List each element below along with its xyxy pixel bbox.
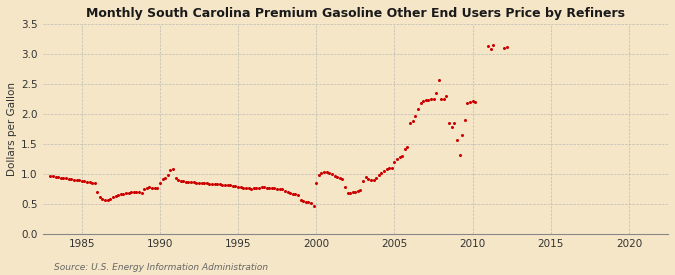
Y-axis label: Dollars per Gallon: Dollars per Gallon	[7, 82, 17, 176]
Text: Source: U.S. Energy Information Administration: Source: U.S. Energy Information Administ…	[54, 263, 268, 272]
Title: Monthly South Carolina Premium Gasoline Other End Users Price by Refiners: Monthly South Carolina Premium Gasoline …	[86, 7, 625, 20]
